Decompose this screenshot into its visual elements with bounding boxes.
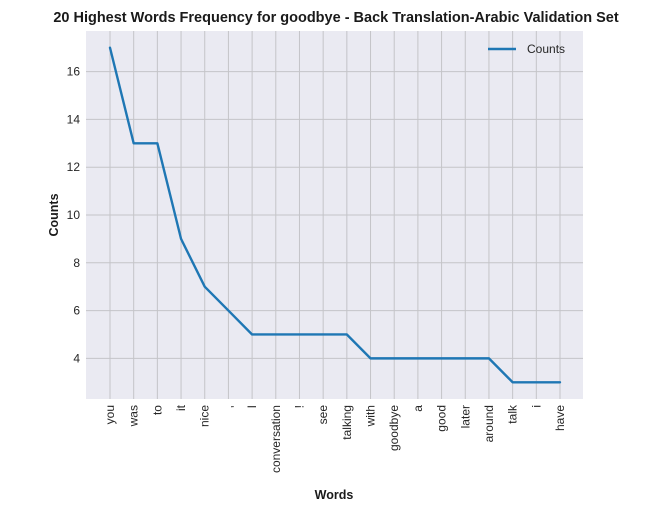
y-tick-label: 12 xyxy=(67,160,81,174)
x-tick-label: I xyxy=(245,405,259,408)
x-tick-label: ! xyxy=(292,405,306,408)
x-tick-label: goodbye xyxy=(387,405,401,451)
series-group xyxy=(108,46,562,384)
chart-title: 20 Highest Words Frequency for goodbye -… xyxy=(53,10,619,26)
y-tick-label: 16 xyxy=(67,65,81,79)
x-tick-label: talk xyxy=(506,404,520,424)
y-tick-labels: 4 6 8 10 12 14 16 xyxy=(67,65,81,366)
x-tick-label: conversation xyxy=(269,405,283,473)
x-tick-label: around xyxy=(482,405,496,442)
y-tick-label: 6 xyxy=(73,304,80,318)
x-tick-label: talking xyxy=(340,405,354,440)
y-axis-label: Counts xyxy=(47,193,61,236)
x-tick-label: have xyxy=(553,405,567,431)
grid-lines xyxy=(86,31,583,399)
x-tick-label: to xyxy=(150,405,164,415)
legend-label-counts: Counts xyxy=(527,42,565,56)
x-tick-label: good xyxy=(435,405,449,432)
x-tick-label: , xyxy=(221,405,235,408)
x-tick-label: i xyxy=(529,405,543,408)
x-axis-label: Words xyxy=(315,488,354,502)
x-tick-label: see xyxy=(316,405,330,425)
x-tick-label: a xyxy=(411,405,425,412)
y-tick-label: 14 xyxy=(67,112,81,126)
x-tick-label: nice xyxy=(198,405,212,427)
series-line-counts xyxy=(108,46,562,384)
x-tick-label: later xyxy=(458,405,472,428)
x-tick-label: it xyxy=(174,404,188,411)
legend: Counts xyxy=(488,42,565,56)
y-tick-label: 4 xyxy=(73,351,80,365)
y-tick-label: 10 xyxy=(67,208,81,222)
x-tick-label: was xyxy=(127,405,141,427)
y-tick-label: 8 xyxy=(73,256,80,270)
x-tick-label: with xyxy=(364,405,378,427)
x-tick-label: you xyxy=(103,405,117,424)
